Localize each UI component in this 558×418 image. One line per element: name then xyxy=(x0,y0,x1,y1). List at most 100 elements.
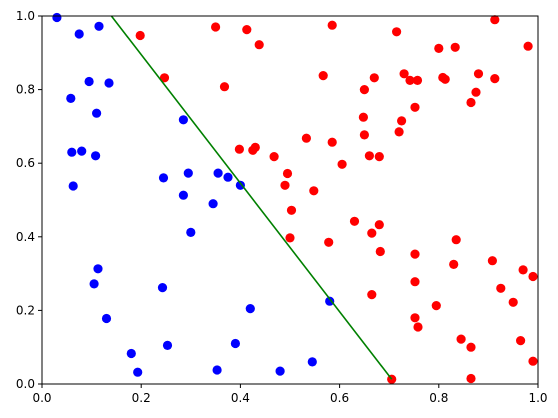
axes-frame xyxy=(41,15,539,385)
scatter-point-s1-64 xyxy=(528,356,538,366)
scatter-point-s1-13 xyxy=(359,85,369,95)
scatter-point-s1-31 xyxy=(234,144,244,154)
y-tick-label: 0.0 xyxy=(16,377,35,391)
scatter-point-s1-21 xyxy=(471,87,481,97)
plot-area xyxy=(52,12,538,384)
scatter-point-s1-16 xyxy=(405,75,415,85)
scatter-point-s0-26 xyxy=(230,338,240,349)
scatter-point-s1-3 xyxy=(254,40,264,50)
scatter-point-s0-24 xyxy=(245,304,255,314)
scatter-point-s0-31 xyxy=(275,366,285,376)
scatter-point-s0-11 xyxy=(68,181,78,191)
scatter-point-s1-66 xyxy=(466,373,476,384)
scatter-point-s1-2 xyxy=(242,25,252,35)
scatter-point-s1-12 xyxy=(318,71,328,81)
scatter-point-s1-24 xyxy=(410,102,420,112)
scatter-point-s1-6 xyxy=(490,15,500,25)
scatter-point-s1-23 xyxy=(466,97,476,108)
x-tick-label: 0.6 xyxy=(330,391,349,405)
scatter-point-s1-11 xyxy=(219,82,230,92)
scatter-point-s0-7 xyxy=(178,115,188,125)
scatter-point-s0-13 xyxy=(183,168,193,178)
scatter-point-s1-29 xyxy=(301,133,311,143)
y-tick-label: 0.4 xyxy=(16,230,35,244)
scatter-point-s0-22 xyxy=(157,283,168,293)
scatter-point-s0-18 xyxy=(208,199,218,209)
scatter-point-s1-48 xyxy=(410,249,420,259)
x-tick-label: 0.2 xyxy=(132,391,151,405)
scatter-point-s1-57 xyxy=(431,301,441,311)
scatter-point-s1-17 xyxy=(412,75,423,85)
scatter-point-s1-56 xyxy=(508,297,518,307)
scatter-point-s1-37 xyxy=(337,159,347,169)
scatter-point-s0-29 xyxy=(133,367,143,377)
y-tick-label: 1.0 xyxy=(16,9,35,23)
scatter-point-s0-23 xyxy=(101,313,112,324)
scatter-point-s1-58 xyxy=(367,290,377,300)
scatter-point-s1-44 xyxy=(367,228,377,238)
x-tick-label: 0.0 xyxy=(32,391,51,405)
scatter-point-s1-35 xyxy=(364,151,374,161)
scatter-point-s1-34 xyxy=(269,152,279,162)
y-tick-label: 0.6 xyxy=(16,156,35,170)
y-tick-label: 0.2 xyxy=(16,303,35,317)
scatter-point-s0-15 xyxy=(223,172,233,182)
scatter-point-s1-28 xyxy=(359,130,369,140)
scatter-point-s1-9 xyxy=(450,42,460,52)
scatter-point-s0-20 xyxy=(93,264,103,274)
y-tick-label: 0.8 xyxy=(16,83,35,97)
scatter-point-s1-27 xyxy=(394,127,404,137)
scatter-point-s1-30 xyxy=(327,137,337,147)
scatter-point-s1-63 xyxy=(466,342,476,352)
scatter-point-s1-46 xyxy=(324,237,334,247)
scatter-point-s1-10 xyxy=(159,73,170,83)
x-tick-label: 0.8 xyxy=(429,391,448,405)
scatter-point-s0-27 xyxy=(162,340,173,350)
scatter-point-s1-36 xyxy=(374,152,384,162)
scatter-point-s1-38 xyxy=(282,168,293,179)
scatter-point-s1-50 xyxy=(487,256,497,266)
scatter-point-s1-41 xyxy=(286,205,297,215)
scatter-point-s1-39 xyxy=(280,180,290,190)
scatter-point-s0-32 xyxy=(307,357,317,367)
scatter-point-s0-9 xyxy=(77,146,87,156)
scatter-point-s0-19 xyxy=(186,227,196,237)
scatter-point-s1-55 xyxy=(496,283,506,293)
scatter-point-s1-26 xyxy=(397,116,407,126)
scatter-point-s0-4 xyxy=(104,78,114,88)
scatter-point-s0-2 xyxy=(94,21,104,31)
scatter-point-s1-62 xyxy=(516,336,526,346)
scatter-point-s1-7 xyxy=(523,41,533,51)
scatter-point-s0-14 xyxy=(213,168,223,178)
scatter-point-s1-19 xyxy=(440,74,450,84)
scatter-point-s0-0 xyxy=(52,12,62,23)
scatter-point-s1-43 xyxy=(374,220,384,230)
scatter-point-s0-25 xyxy=(325,296,335,306)
scatter-point-s0-1 xyxy=(74,29,84,39)
scatter-point-s1-60 xyxy=(413,322,423,332)
scatter-point-s1-33 xyxy=(250,142,260,152)
x-tick-label: 0.4 xyxy=(231,391,250,405)
scatter-point-s0-8 xyxy=(67,147,77,157)
scatter-point-s1-59 xyxy=(410,313,420,323)
axis-ticks: 0.0 0.2 0.4 0.6 0.8 1.0 0.0 0.2 0.4 0.6 0.8 1.0 xyxy=(16,9,548,405)
scatter-point-s1-51 xyxy=(449,259,459,269)
scatter-point-s1-54 xyxy=(410,277,420,287)
scatter-point-s0-12 xyxy=(158,173,169,183)
scatter-point-s0-5 xyxy=(66,93,76,103)
scatter-point-s0-28 xyxy=(126,348,136,359)
scatter-point-s0-10 xyxy=(91,151,101,161)
decision-boundary-line-0 xyxy=(110,15,393,380)
scatter-point-s1-4 xyxy=(327,20,337,30)
scatter-point-s1-52 xyxy=(518,265,528,275)
scatter-point-s1-49 xyxy=(451,235,461,245)
scatter-point-s0-21 xyxy=(89,279,99,289)
scatter-point-s1-5 xyxy=(392,27,402,37)
scatter-point-s1-45 xyxy=(285,233,295,243)
scatter-point-s0-17 xyxy=(178,190,188,200)
scatter-point-s1-47 xyxy=(375,246,385,257)
scatter-point-s1-61 xyxy=(456,334,466,344)
scatter-point-s1-42 xyxy=(349,216,360,226)
scatter-point-s1-14 xyxy=(369,73,379,83)
scatter-point-s1-1 xyxy=(211,22,221,32)
